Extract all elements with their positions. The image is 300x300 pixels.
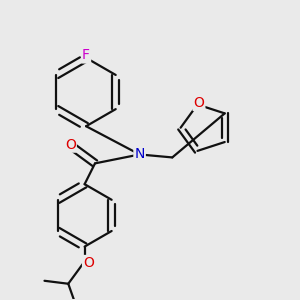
Text: N: N	[134, 148, 145, 161]
Text: O: O	[83, 256, 94, 270]
Text: F: F	[82, 49, 90, 62]
Text: O: O	[194, 96, 204, 110]
Text: O: O	[65, 138, 76, 152]
